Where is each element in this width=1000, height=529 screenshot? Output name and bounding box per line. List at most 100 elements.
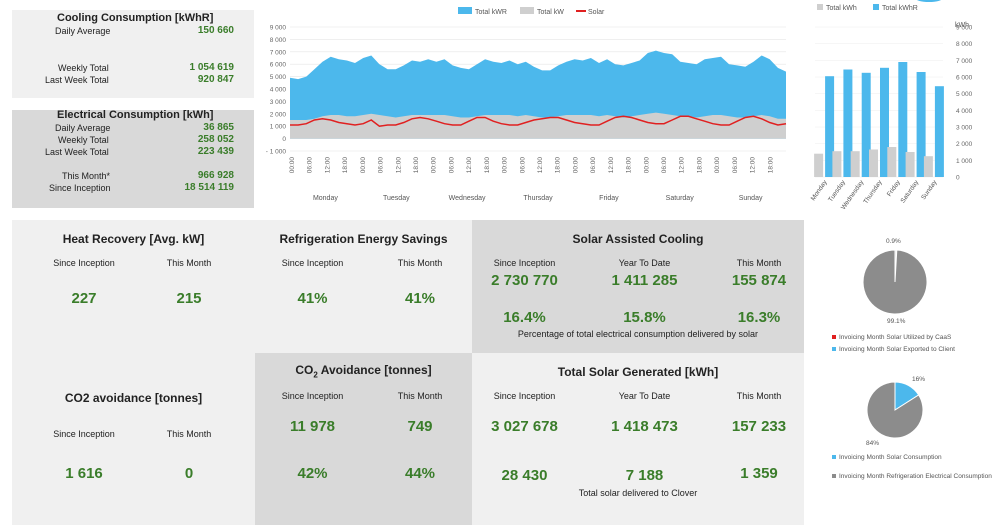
co2-mid-title-suffix: Avoidance [tonnes]	[317, 363, 432, 377]
bar-y-tick-label: 7 000	[956, 58, 973, 65]
x-time-tick-label: 06:00	[307, 157, 314, 174]
bar-legend-swatch-0	[817, 4, 823, 10]
bar-total-kwh	[887, 147, 897, 177]
co2-left-inception-label: Since Inception	[53, 429, 115, 439]
solar-cooling-ytd-label: Year To Date	[618, 258, 671, 268]
y-tick-label: 3 000	[270, 99, 287, 106]
x-time-tick-label: 00:00	[714, 157, 721, 174]
solar-cooling-note: Percentage of total electrical consumpti…	[517, 329, 759, 339]
legend-swatch-0	[458, 7, 472, 14]
heat-recovery-inception-value: 227	[71, 290, 97, 307]
solar-consumption-pie	[866, 381, 924, 439]
total-solar-month-label: This Month	[736, 391, 782, 401]
x-day-label: Tuesday	[383, 195, 410, 202]
y-tick-label: 6 000	[270, 62, 287, 69]
heat-recovery-inception-label: Since Inception	[53, 258, 115, 268]
co2-avoidance-left-panel: CO2 avoidance [tonnes] Since Inception T…	[12, 353, 255, 525]
solar-assisted-cooling-panel: Solar Assisted Cooling Since Inception Y…	[472, 220, 804, 353]
x-day-label: Saturday	[666, 195, 695, 202]
x-time-tick-label: 00:00	[572, 157, 579, 174]
bar-total-kwh	[869, 149, 878, 177]
bar-total-kwh	[923, 156, 933, 177]
x-time-tick-label: 12:00	[466, 157, 473, 174]
pie1-legend-2: Invoicing Month Solar Exported to Client	[832, 346, 955, 353]
y-tick-label: 8 000	[270, 37, 287, 44]
x-day-label: Sunday	[739, 195, 763, 202]
co2-left-title: CO2 avoidance [tonnes]	[64, 391, 203, 405]
x-time-tick-label: 12:00	[750, 157, 757, 174]
x-time-tick-label: 06:00	[661, 157, 668, 174]
co2-left-month-value: 0	[184, 465, 194, 482]
pie2-legend-2-text: Invoicing Month Refrigeration Electrical…	[839, 473, 992, 480]
y-tick-label: 9 000	[270, 25, 287, 32]
bar-category-label: Friday	[886, 179, 903, 198]
refrigeration-inception-label: Since Inception	[281, 258, 344, 268]
legend-swatch-1	[520, 7, 534, 14]
weekly-load-chart: Total kWR Total kW Solar 9 000 8 000 7 000 6 …	[266, 7, 787, 202]
total-solar-ytd-label: Year To Date	[618, 391, 671, 401]
refrigeration-month-label: This Month	[397, 258, 443, 268]
electrical-month-value: 966 928	[197, 170, 234, 181]
x-time-tick-label: 00:00	[289, 157, 296, 174]
total-solar-title: Total Solar Generated [kWh]	[557, 365, 719, 379]
total-solar-month-value: 157 233	[731, 418, 787, 435]
bar-total-kwhr	[898, 62, 908, 177]
x-time-tick-label: 06:00	[448, 157, 455, 174]
x-day-label: Wednesday	[449, 195, 486, 202]
bar-legend-label-1: Total kWhR	[882, 5, 918, 12]
heat-recovery-panel: Heat Recovery [Avg. kW] Since Inception …	[12, 220, 255, 353]
bar-y-tick-label: 8 000	[956, 41, 973, 48]
x-time-tick-label: 00:00	[360, 157, 367, 174]
pie2-legend-2: Invoicing Month Refrigeration Electrical…	[832, 472, 992, 481]
y-tick-label: 1 000	[270, 124, 287, 131]
cooling-weekly-label: Weekly Total	[58, 63, 109, 73]
total-solar-ytd-value: 1 418 473	[611, 418, 678, 435]
series-solar-line	[290, 115, 787, 127]
bar-y-tick-label: 5 000	[956, 91, 973, 98]
electrical-month-label: This Month*	[62, 171, 111, 181]
total-solar-clover-inception: 28 430	[501, 467, 548, 484]
co2-mid-inception-pct: 42%	[297, 465, 328, 482]
pie2-large-label: 84%	[866, 440, 880, 447]
x-time-tick-label: 18:00	[342, 157, 349, 174]
y-tick-label: - 1 000	[266, 149, 287, 156]
bar-y-axis-label: kWh	[955, 22, 969, 29]
cooling-daily-value: 150 660	[197, 25, 234, 36]
electrical-consumption-panel: Electrical Consumption [kWh] Daily Avera…	[12, 109, 254, 208]
refrigeration-month-value: 41%	[404, 290, 436, 307]
solar-utilization-pie	[862, 249, 928, 315]
x-day-label: Monday	[313, 195, 338, 202]
bar-total-kwh	[850, 151, 860, 177]
co2-mid-title: CO2 Avoidance [tonnes]	[255, 363, 472, 379]
electrical-weekly-value: 258 052	[197, 134, 234, 145]
pie2-small-label: 16%	[912, 376, 926, 383]
pie1-slice-1	[862, 249, 928, 315]
pie2-legend-1-text: Invoicing Month Solar Consumption	[839, 454, 942, 461]
co2-mid-inception-value: 11 978	[289, 418, 336, 435]
y-tick-label: 0	[282, 136, 286, 143]
y-tick-label: 5 000	[270, 74, 287, 81]
co2-mid-title-sub: 2	[313, 370, 318, 380]
bar-category-label: Thursday	[862, 179, 884, 206]
bar-category-label: Sunday	[920, 179, 939, 202]
total-solar-generated-panel: Total Solar Generated [kWh] Since Incept…	[472, 353, 804, 525]
legend-label-2: Solar	[588, 9, 605, 16]
pie1-large-label: 99.1%	[887, 318, 906, 325]
x-day-label: Friday	[599, 195, 619, 202]
x-day-label: Thursday	[523, 195, 553, 202]
bar-y-tick-label: 2 000	[956, 141, 973, 148]
electrical-lastweek-label: Last Week Total	[45, 147, 109, 157]
cooling-lastweek-value: 920 847	[197, 74, 234, 85]
heat-recovery-title: Heat Recovery [Avg. kW]	[62, 232, 205, 246]
total-solar-inception-value: 3 027 678	[491, 418, 558, 435]
electrical-daily-label: Daily Average	[55, 123, 111, 133]
bar-total-kwhr	[880, 67, 889, 177]
bar-total-kwh	[905, 152, 915, 177]
electrical-inception-value: 18 514 119	[184, 182, 235, 193]
y-tick-label: 2 000	[270, 111, 287, 118]
legend-label-0: Total kWR	[475, 9, 507, 16]
bar-legend-label-0: Total kWh	[826, 5, 857, 12]
bar-y-tick-label: 0	[956, 175, 960, 182]
bar-total-kwh	[814, 153, 824, 177]
